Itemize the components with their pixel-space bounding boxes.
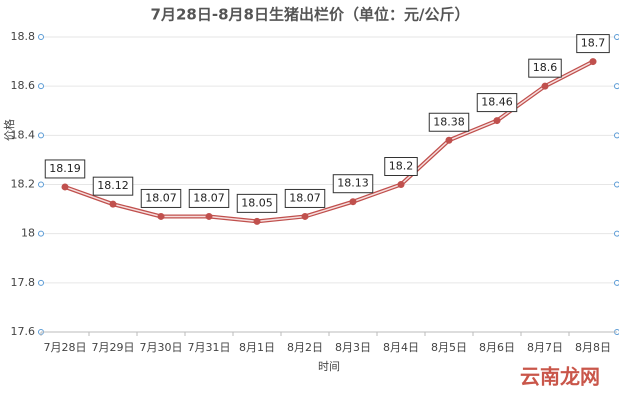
- x-tick-label: 8月3日: [335, 341, 371, 354]
- point: [446, 137, 453, 144]
- y-tick-label: 18.4: [11, 128, 36, 141]
- x-axis-label: 时间: [318, 360, 340, 373]
- y-tick-mark: [39, 84, 44, 89]
- watermark: 云南龙网: [520, 365, 600, 389]
- y-tick-label: 17.8: [11, 276, 36, 289]
- data-label: 18.05: [241, 196, 273, 209]
- x-tick-label: 8月4日: [383, 341, 419, 354]
- x-tick-label: 7月31日: [188, 341, 231, 354]
- y-tick-label: 18: [21, 227, 35, 240]
- y-tick-mark: [39, 231, 44, 236]
- data-label: 18.13: [337, 177, 369, 190]
- data-label: 18.12: [97, 179, 129, 192]
- point: [254, 218, 261, 225]
- x-tick-label: 8月2日: [287, 341, 323, 354]
- y2-tick-mark: [615, 35, 619, 40]
- x-tick-label: 8月5日: [431, 341, 467, 354]
- y2-tick-mark: [615, 280, 619, 285]
- y2-tick-mark: [615, 231, 619, 236]
- x-tick-label: 8月1日: [239, 341, 275, 354]
- y-tick-mark: [39, 182, 44, 187]
- data-label: 18.07: [289, 191, 321, 204]
- y-tick-mark: [39, 35, 44, 40]
- y-tick-label: 17.6: [11, 325, 36, 338]
- point: [398, 181, 405, 188]
- y-tick-mark: [39, 280, 44, 285]
- y2-tick-mark: [615, 182, 619, 187]
- point: [62, 183, 69, 190]
- point: [206, 213, 213, 220]
- y-tick-label: 18.2: [11, 178, 36, 191]
- point: [350, 198, 357, 205]
- x-tick-label: 7月30日: [140, 341, 183, 354]
- data-label: 18.38: [433, 115, 465, 128]
- point: [110, 201, 117, 208]
- data-label: 18.7: [581, 37, 606, 50]
- y-tick-label: 18.6: [11, 79, 36, 92]
- x-tick-label: 7月29日: [92, 341, 135, 354]
- data-label: 18.07: [145, 191, 177, 204]
- point: [494, 117, 501, 124]
- point: [158, 213, 165, 220]
- x-tick-label: 8月6日: [479, 341, 515, 354]
- point: [590, 58, 597, 65]
- chart-title: 7月28日-8月8日生猪出栏价（单位：元/公斤）: [151, 6, 470, 24]
- x-tick-label: 8月7日: [527, 341, 563, 354]
- data-label: 18.19: [49, 162, 81, 175]
- point: [302, 213, 309, 220]
- data-label: 18.6: [533, 61, 558, 74]
- x-tick-label: 7月28日: [44, 341, 87, 354]
- y-tick-mark: [39, 133, 44, 138]
- y-tick-label: 18.8: [11, 30, 36, 43]
- data-label: 18.2: [389, 160, 414, 173]
- y2-tick-mark: [615, 133, 619, 138]
- point: [542, 83, 549, 90]
- data-label: 18.46: [481, 96, 513, 109]
- data-label: 18.07: [193, 191, 225, 204]
- y2-tick-mark: [615, 84, 619, 89]
- x-tick-label: 8月8日: [575, 341, 611, 354]
